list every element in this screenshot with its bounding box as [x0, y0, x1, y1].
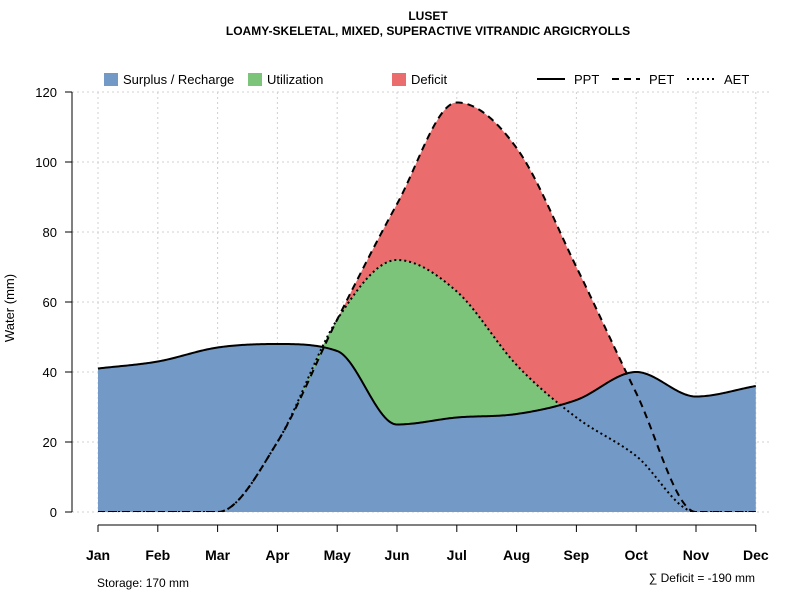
- legend-label-surplus: Surplus / Recharge: [123, 72, 234, 87]
- series-lines: [97, 101, 756, 512]
- deficit-note: ∑ Deficit = -190 mm: [649, 571, 755, 585]
- y-tick-label: 60: [43, 295, 57, 310]
- x-tick-label-jun: Jun: [385, 547, 410, 563]
- y-tick-label: 40: [43, 365, 57, 380]
- x-tick-label-may: May: [324, 547, 351, 563]
- x-tick-label-dec: Dec: [743, 547, 769, 563]
- chart-subtitle: LOAMY-SKELETAL, MIXED, SUPERACTIVE VITRA…: [226, 24, 630, 38]
- area-surplus-overlap: [98, 347, 756, 512]
- x-tick-label-sep: Sep: [564, 547, 590, 563]
- x-tick-label-mar: Mar: [205, 547, 230, 563]
- y-tick-label: 120: [35, 85, 57, 100]
- area-fills: [98, 102, 756, 512]
- chart-title: LUSET: [408, 9, 448, 23]
- legend-swatch-deficit: [392, 73, 406, 86]
- y-tick-label: 20: [43, 435, 57, 450]
- legend-label-utilization: Utilization: [267, 72, 323, 87]
- x-tick-label-aug: Aug: [503, 547, 530, 563]
- y-tick-label: 80: [43, 225, 57, 240]
- y-tick-label: 100: [35, 155, 57, 170]
- y-tick-label: 0: [50, 505, 57, 520]
- series-line-ppt: [97, 343, 756, 426]
- legend-label-deficit: Deficit: [411, 72, 448, 87]
- x-tick-label-jan: Jan: [86, 547, 110, 563]
- axes: 0 20 40 60 80 100 120 Jan Feb Mar Apr May Jun Jul Aug S…: [35, 85, 769, 563]
- legend-swatch-utilization: [248, 73, 262, 86]
- series-line-pet: [98, 101, 756, 512]
- y-axis-label: Water (mm): [2, 274, 17, 342]
- legend-label-ppt: PPT: [574, 72, 599, 87]
- x-tick-label-oct: Oct: [625, 547, 649, 563]
- legend-label-aet: AET: [724, 72, 749, 87]
- legend: Surplus / Recharge Utilization Deficit P…: [104, 72, 749, 87]
- legend-swatch-surplus: [104, 73, 118, 86]
- x-tick-label-feb: Feb: [145, 547, 170, 563]
- x-tick-label-nov: Nov: [683, 547, 710, 563]
- x-tick-label-jul: Jul: [447, 547, 467, 563]
- series-line-aet: [98, 258, 756, 512]
- storage-note: Storage: 170 mm: [97, 576, 189, 590]
- x-tick-label-apr: Apr: [265, 547, 290, 563]
- legend-label-pet: PET: [649, 72, 674, 87]
